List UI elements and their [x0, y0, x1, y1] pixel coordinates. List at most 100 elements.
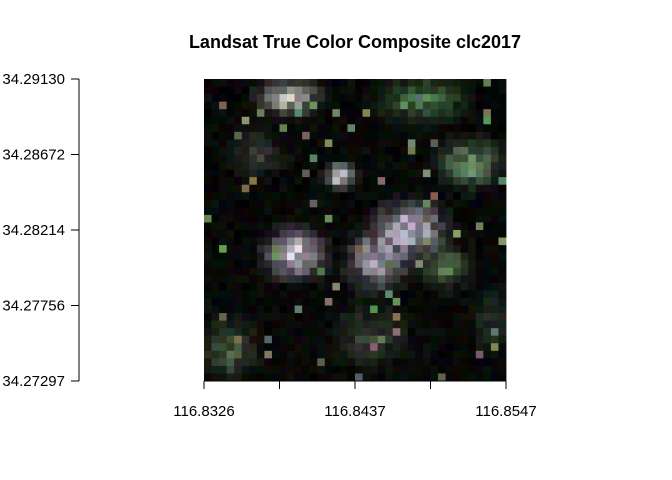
raster-pixel — [438, 230, 446, 238]
raster-pixel — [483, 230, 492, 238]
raster-pixel — [430, 252, 439, 261]
raster-pixel — [415, 373, 424, 382]
raster-pixel — [422, 79, 431, 87]
raster-pixel — [400, 252, 409, 261]
raster-pixel — [430, 139, 439, 148]
raster-pixel — [460, 86, 469, 95]
raster-pixel — [317, 297, 326, 306]
raster-pixel — [498, 86, 507, 95]
raster-pixel — [234, 282, 243, 291]
raster-pixel — [234, 79, 243, 87]
raster-pixel — [256, 199, 265, 208]
raster-pixel — [498, 252, 507, 261]
raster-pixel — [355, 184, 363, 193]
raster-pixel — [241, 177, 250, 186]
raster-pixel — [241, 237, 250, 246]
raster-pixel — [294, 207, 303, 216]
raster-pixel — [347, 350, 356, 359]
raster-pixel — [332, 86, 341, 95]
raster-pixel — [264, 79, 273, 87]
raster-pixel — [438, 79, 446, 87]
raster-pixel — [370, 146, 379, 155]
raster-pixel — [438, 169, 446, 178]
raster-pixel — [475, 101, 484, 110]
raster-pixel — [377, 297, 386, 306]
raster-pixel — [294, 222, 303, 231]
raster-pixel — [498, 146, 507, 155]
raster-pixel — [400, 192, 409, 201]
raster-pixel — [392, 177, 401, 186]
raster-pixel — [475, 109, 484, 118]
raster-pixel — [445, 222, 454, 231]
raster-pixel — [468, 86, 477, 95]
raster-pixel — [392, 358, 401, 367]
raster-pixel — [287, 177, 295, 186]
raster-pixel — [204, 267, 212, 276]
raster-pixel — [362, 373, 371, 382]
raster-pixel — [483, 199, 492, 208]
raster-pixel — [324, 252, 333, 261]
raster-pixel — [249, 245, 258, 254]
raster-pixel — [339, 116, 348, 125]
raster-pixel — [498, 290, 507, 299]
raster-pixel — [430, 313, 439, 321]
raster-pixel — [294, 86, 303, 95]
raster-pixel — [294, 184, 303, 193]
raster-pixel — [445, 282, 454, 291]
raster-pixel — [407, 101, 416, 110]
raster-pixel — [475, 252, 484, 261]
raster-pixel — [332, 94, 341, 103]
raster-pixel — [438, 252, 446, 261]
raster-pixel — [317, 350, 326, 359]
raster-pixel — [475, 146, 484, 155]
raster-pixel — [415, 350, 424, 359]
raster-pixel — [415, 237, 424, 246]
raster-pixel — [438, 237, 446, 246]
raster-pixel — [271, 177, 280, 186]
raster-pixel — [498, 350, 507, 359]
raster-pixel — [407, 290, 416, 299]
raster-pixel — [256, 192, 265, 201]
raster-pixel — [422, 313, 431, 321]
raster-pixel — [445, 373, 454, 382]
raster-pixel — [271, 373, 280, 382]
raster-pixel — [422, 116, 431, 125]
raster-pixel — [370, 86, 379, 95]
raster-pixel — [377, 222, 386, 231]
raster-pixel — [392, 192, 401, 201]
raster-pixel — [385, 139, 394, 148]
raster-pixel — [219, 192, 228, 201]
raster-pixel — [264, 230, 273, 238]
raster-pixel — [287, 275, 295, 284]
raster-pixel — [302, 146, 311, 155]
raster-pixel — [249, 290, 258, 299]
raster-pixel — [362, 328, 371, 337]
raster-pixel — [309, 162, 318, 170]
raster-pixel — [204, 343, 212, 352]
raster-pixel — [415, 343, 424, 352]
raster-pixel — [332, 267, 341, 276]
raster-pixel — [460, 252, 469, 261]
raster-pixel — [400, 358, 409, 367]
raster-pixel — [355, 177, 363, 186]
raster-pixel — [339, 282, 348, 291]
raster-pixel — [490, 154, 499, 163]
raster-pixel — [400, 350, 409, 359]
raster-pixel — [219, 245, 228, 254]
raster-pixel — [362, 214, 371, 223]
raster-pixel — [355, 94, 363, 103]
raster-pixel — [302, 282, 311, 291]
raster-pixel — [271, 222, 280, 231]
raster-pixel — [309, 290, 318, 299]
raster-pixel — [483, 222, 492, 231]
raster-pixel — [422, 282, 431, 291]
raster-pixel — [249, 184, 258, 193]
chart-title: Landsat True Color Composite clc2017 — [189, 32, 521, 52]
x-tick-label: 116.8437 — [324, 403, 385, 420]
raster-pixel — [483, 297, 492, 306]
raster-pixel — [226, 365, 235, 374]
raster-pixel — [453, 237, 462, 246]
raster-pixel — [415, 282, 424, 291]
raster-pixel — [468, 169, 477, 178]
raster-pixel — [385, 222, 394, 231]
